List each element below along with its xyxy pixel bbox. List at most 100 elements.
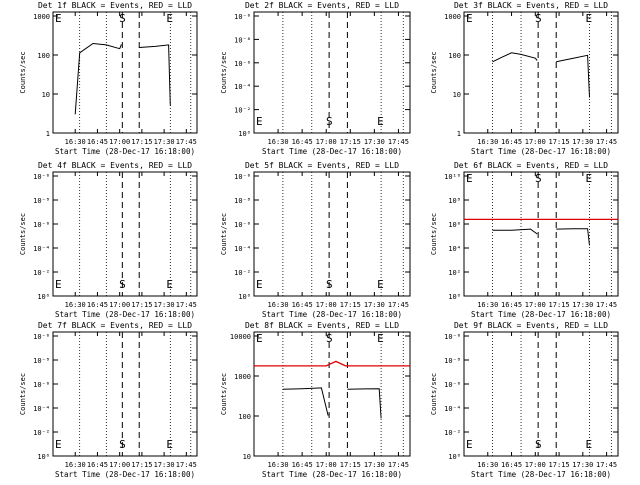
marker-label-s: S [119, 12, 126, 25]
x-tick-label: 17:15 [549, 461, 570, 469]
x-axis-label: Start Time (28-Dec-17 16:18:00) [262, 310, 402, 319]
plot-frame [463, 171, 619, 297]
y-tick-label: 10⁻⁶ [234, 13, 251, 21]
x-tick-label: 17:45 [388, 461, 409, 469]
y-tick-label: 10 [42, 91, 50, 99]
marker-label-e: E [55, 12, 62, 25]
panel-title: Det 9f BLACK = Events, RED = LLD [454, 321, 608, 330]
y-tick-label: 1000 [234, 373, 251, 381]
y-tick-label: 100 [238, 413, 251, 421]
marker-label-s: S [535, 438, 542, 451]
y-tick-label: 10⁻⁸ [33, 197, 50, 205]
y-axis-label: Counts/sec [220, 213, 228, 255]
x-tick-label: 17:15 [131, 138, 152, 146]
marker-label-e: E [585, 438, 592, 451]
x-tick-label: 17:00 [109, 138, 130, 146]
panel-3: Det 3f BLACK = Events, RED = LLD E S E 16:30… [430, 1, 619, 156]
x-tick-label: 17:15 [340, 301, 361, 309]
y-tick-label: 10⁻⁶ [234, 173, 251, 181]
plot-frame [253, 11, 411, 134]
panel-4: Det 4f BLACK = Events, RED = LLD E S E 16:30… [19, 161, 198, 319]
y-axis-label: Counts/sec [19, 51, 27, 93]
panel-title: Det 1f BLACK = Events, RED = LLD [38, 1, 192, 10]
y-tick-label: 10⁻⁶ [33, 381, 50, 389]
panel-title: Det 2f BLACK = Events, RED = LLD [245, 1, 399, 10]
y-tick-label: 10 [243, 453, 251, 461]
y-tick-label: 100 [37, 52, 50, 60]
panel-5: Det 5f BLACK = Events, RED = LLD E S E 16:30… [220, 161, 411, 319]
x-tick-label: 16:30 [268, 138, 289, 146]
y-tick-label: 10² [448, 269, 461, 277]
marker-label-e: E [377, 115, 384, 128]
x-tick-label: 16:30 [477, 301, 498, 309]
y-tick-label: 10⁶ [448, 221, 461, 229]
y-tick-label: 10⁰ [37, 293, 50, 301]
x-axis-label: Start Time (28-Dec-17 16:18:00) [471, 147, 611, 156]
x-tick-label: 17:00 [316, 461, 337, 469]
x-tick-label: 16:45 [292, 461, 313, 469]
x-axis-label: Start Time (28-Dec-17 16:18:00) [55, 147, 195, 156]
marker-label-e: E [256, 278, 263, 291]
y-tick-label: 10⁻² [33, 429, 50, 437]
panel-8: Det 8f BLACK = Events, RED = LLD E S E 16:30… [220, 321, 411, 479]
x-tick-label: 17:15 [549, 138, 570, 146]
y-tick-label: 1000 [444, 13, 461, 21]
y-tick-label: 10⁻⁸ [33, 357, 50, 365]
x-tick-label: 16:45 [87, 461, 108, 469]
x-tick-label: 17:00 [316, 301, 337, 309]
x-axis-label: Start Time (28-Dec-17 16:18:00) [262, 147, 402, 156]
x-tick-label: 17:15 [131, 301, 152, 309]
x-tick-label: 17:00 [525, 301, 546, 309]
y-tick-label: 10⁻⁶ [33, 173, 50, 181]
x-tick-label: 17:00 [316, 138, 337, 146]
plot-frame [463, 11, 619, 134]
x-tick-label: 16:30 [268, 461, 289, 469]
y-axis-label: Counts/sec [220, 373, 228, 415]
x-tick-label: 17:30 [572, 461, 593, 469]
panel-9: Det 9f BLACK = Events, RED = LLD E S E 16:30… [430, 321, 619, 479]
marker-label-e: E [166, 12, 173, 25]
panel-7: Det 7f BLACK = Events, RED = LLD E S E 16:30… [19, 321, 198, 479]
x-tick-label: 17:45 [596, 138, 617, 146]
y-tick-label: 10000 [230, 333, 251, 341]
y-tick-label: 10⁻⁶ [33, 221, 50, 229]
plot-frame [52, 171, 198, 297]
y-tick-label: 10⁻² [234, 269, 251, 277]
marker-label-e: E [166, 438, 173, 451]
plot-frame [253, 331, 411, 457]
marker-label-e: E [166, 278, 173, 291]
x-axis-label: Start Time (28-Dec-17 16:18:00) [55, 310, 195, 319]
marker-label-e: E [256, 115, 263, 128]
x-tick-label: 17:15 [340, 461, 361, 469]
marker-label-e: E [466, 12, 473, 25]
x-tick-label: 16:45 [87, 301, 108, 309]
y-tick-label: 10⁸ [448, 197, 461, 205]
y-tick-label: 10⁻⁴ [33, 405, 50, 413]
x-tick-label: 17:45 [176, 138, 197, 146]
marker-label-s: S [326, 332, 333, 345]
y-tick-label: 10⁻² [234, 107, 251, 115]
x-tick-label: 16:45 [292, 138, 313, 146]
x-tick-label: 16:30 [477, 461, 498, 469]
panel-2: Det 2f BLACK = Events, RED = LLD E S E 16:30… [220, 1, 411, 156]
panel-title: Det 5f BLACK = Events, RED = LLD [245, 161, 399, 170]
x-axis-label: Start Time (28-Dec-17 16:18:00) [471, 470, 611, 479]
x-tick-label: 17:30 [154, 461, 175, 469]
x-tick-label: 16:45 [501, 461, 522, 469]
marker-label-e: E [377, 278, 384, 291]
panel-title: Det 3f BLACK = Events, RED = LLD [454, 1, 608, 10]
y-tick-label: 10⁻⁶ [444, 333, 461, 341]
x-tick-label: 17:15 [131, 461, 152, 469]
y-tick-label: 10⁻⁶ [234, 60, 251, 68]
panel-title: Det 4f BLACK = Events, RED = LLD [38, 161, 192, 170]
y-tick-label: 10⁻⁸ [234, 36, 251, 44]
y-tick-label: 10 [453, 91, 461, 99]
y-tick-label: 10⁻⁸ [444, 357, 461, 365]
series-line-events [282, 387, 382, 419]
panel-title: Det 7f BLACK = Events, RED = LLD [38, 321, 192, 330]
series-line-events [492, 228, 590, 246]
x-tick-label: 16:30 [65, 461, 86, 469]
x-tick-label: 17:45 [176, 301, 197, 309]
y-axis-label: Counts/sec [220, 51, 228, 93]
x-tick-label: 17:15 [549, 301, 570, 309]
